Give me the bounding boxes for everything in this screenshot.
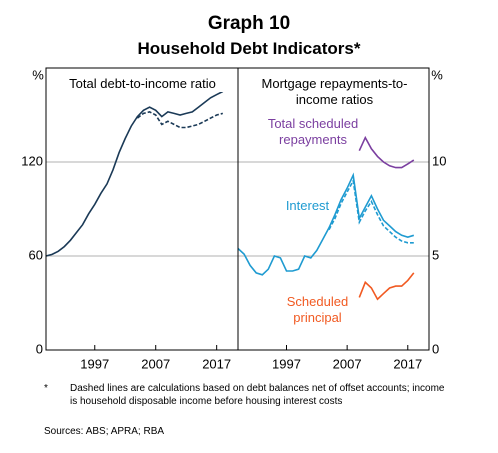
- x-tick-label: 2017: [202, 356, 231, 371]
- footnote-marker: *: [44, 383, 48, 394]
- series-line: [237, 172, 415, 276]
- y-tick-label: 5: [432, 247, 439, 262]
- y-tick-label: 0: [36, 341, 43, 356]
- x-tick-label: 2007: [141, 356, 170, 371]
- series-line: [358, 135, 415, 169]
- series-label: Total scheduled repayments: [267, 116, 359, 147]
- title: Graph 10: [207, 13, 291, 34]
- series-line: [45, 90, 224, 257]
- x-tick-label: 2017: [393, 356, 422, 371]
- y-unit: %: [431, 67, 443, 82]
- series-line: [328, 178, 414, 244]
- panel-annotation: Total debt-to-income ratio: [50, 76, 235, 92]
- x-tick-label: 1997: [80, 356, 109, 371]
- y-tick-label: 10: [432, 153, 446, 168]
- x-tick-label: 1997: [272, 356, 301, 371]
- sources: Sources: ABS; APRA; RBA: [44, 426, 165, 437]
- y-unit: %: [32, 67, 44, 82]
- y-tick-label: 0: [432, 341, 439, 356]
- footnote: Dashed lines are calculations based on d…: [70, 383, 445, 407]
- series-label: Scheduled principal: [286, 294, 349, 325]
- x-tick-label: 2007: [333, 356, 362, 371]
- y-tick-label: 120: [21, 153, 43, 168]
- panel-annotation: Mortgage repayments-to-income ratios: [242, 76, 427, 108]
- series-label: Interest: [285, 198, 330, 213]
- subtitle: Household Debt Indicators*: [137, 39, 361, 58]
- y-tick-label: 60: [29, 247, 43, 262]
- series-line: [358, 272, 415, 301]
